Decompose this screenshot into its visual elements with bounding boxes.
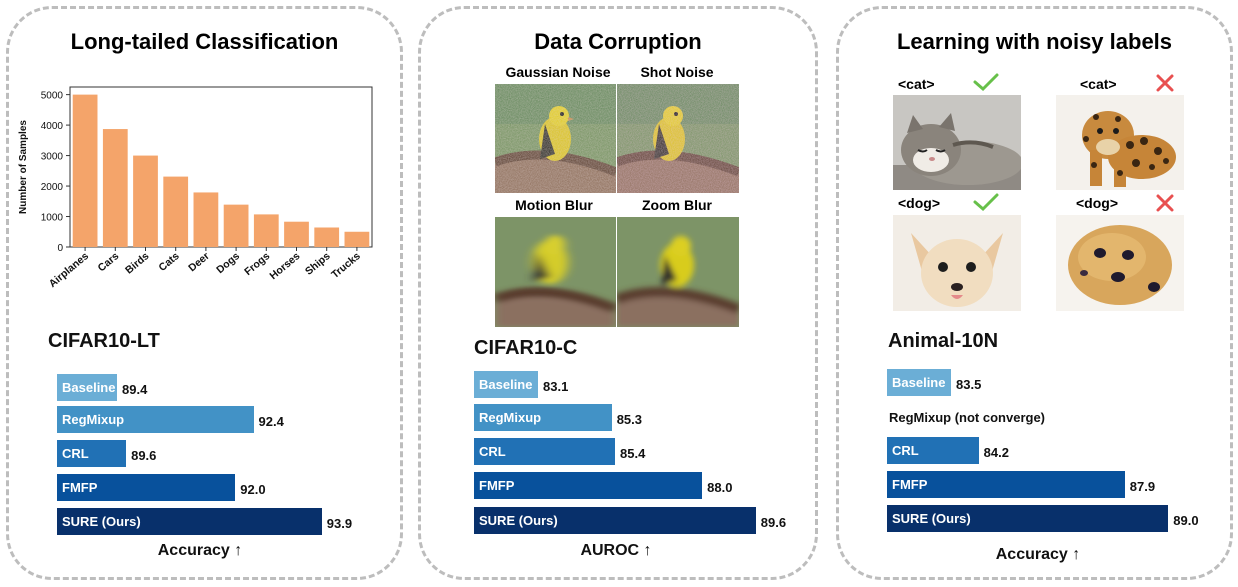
hbar-title-cifar10-lt: CIFAR10-LT xyxy=(48,330,160,352)
dog-image xyxy=(893,215,1021,311)
hbar-value-label: 88.0 xyxy=(707,480,733,495)
y-tick-label: 2000 xyxy=(41,182,64,193)
hbar-baseline: Baseline xyxy=(474,371,538,398)
bar-horses xyxy=(284,221,309,247)
x-tick-label: Birds xyxy=(123,250,151,277)
axis-caption-accuracy: Accuracy ↑ xyxy=(995,546,1081,563)
image-label-dog: <dog> xyxy=(1076,195,1119,211)
hbar-fmfp: FMFP xyxy=(887,471,1125,498)
y-tick-label: 0 xyxy=(57,243,63,254)
image-label-cat: <cat> xyxy=(1080,76,1117,92)
hbar-regmixup: RegMixup xyxy=(474,404,612,431)
x-tick-label: Airplanes xyxy=(47,250,91,290)
hbar-value-label: 89.6 xyxy=(760,515,787,530)
bar-frogs xyxy=(253,214,279,247)
regmixup-note: RegMixup (not converge) xyxy=(889,410,1046,425)
hbar-regmixup: RegMixup xyxy=(57,406,254,433)
bar-birds xyxy=(133,155,158,247)
bar-trucks xyxy=(344,231,370,247)
bird-image-shot-noise xyxy=(617,84,739,193)
panel-long-tailed: Long-tailed Classification xyxy=(6,6,403,580)
hbar-value-label: 83.5 xyxy=(956,377,982,392)
y-tick-label: 1000 xyxy=(41,213,64,224)
panel-data-corruption: Data Corruption xyxy=(418,6,818,580)
bar-cars xyxy=(102,129,128,247)
image-caption-shot-noise: Shot Noise xyxy=(640,64,714,80)
hbar-value-label: 84.2 xyxy=(983,445,1009,460)
panel-title: Data Corruption xyxy=(534,29,702,54)
bird-image-motion-blur xyxy=(495,217,616,327)
hbar-value-label: 89.6 xyxy=(131,448,157,463)
hbar-crl: CRL xyxy=(887,437,979,464)
hbar-value-label: 85.3 xyxy=(616,412,642,427)
x-tick-label: Dogs xyxy=(214,250,242,276)
x-tick-label: Ships xyxy=(303,250,333,278)
hbar-value-label: 93.9 xyxy=(326,516,353,531)
panel-title: Learning with noisy labels xyxy=(896,29,1173,54)
hbar-baseline: Baseline xyxy=(887,369,951,396)
x-tick-label: Horses xyxy=(267,250,302,282)
hbar-fmfp: FMFP xyxy=(474,472,703,499)
y-tick-label: 3000 xyxy=(41,152,64,163)
plot-frame xyxy=(69,86,373,248)
cat-image xyxy=(893,95,1021,190)
image-label-cat: <cat> xyxy=(898,76,935,92)
y-axis-label: Number of Samples xyxy=(18,120,29,214)
hbar-value-label: 87.9 xyxy=(1129,479,1156,494)
image-label-dog: <dog> xyxy=(898,195,941,211)
hbar-value-label: 92.0 xyxy=(240,482,266,497)
x-tick-label: Trucks xyxy=(329,250,363,281)
hbar-value-label: 89.4 xyxy=(122,382,148,397)
image-caption-gaussian-noise: Gaussian Noise xyxy=(505,64,611,80)
hbar-value-label: 92.4 xyxy=(258,414,284,429)
leopard-image xyxy=(1056,95,1184,190)
hbar-crl: CRL xyxy=(57,440,127,467)
hbar-value-label: 83.1 xyxy=(543,379,569,394)
panel-title: Long-tailed Classification xyxy=(70,29,339,54)
long-tailed-bar-chart: 0 1000 2000 3000 4000 5000 Number of Samples Ai… xyxy=(18,86,373,290)
hbar-baseline: Baseline xyxy=(57,374,117,401)
cross-icon xyxy=(1156,194,1174,212)
cross-icon xyxy=(1156,74,1174,92)
image-caption-zoom-blur: Zoom Blur xyxy=(642,197,712,213)
x-tick-label: Cars xyxy=(96,250,122,274)
bar-deer xyxy=(193,192,219,247)
bar-cats xyxy=(163,176,189,247)
bird-image-gaussian-noise xyxy=(495,84,616,193)
bar-ships xyxy=(314,227,340,247)
hbar-fmfp: FMFP xyxy=(57,474,236,501)
hbar-sure-ours: SURE (Ours) xyxy=(887,505,1169,532)
x-tick-label: Cats xyxy=(156,250,181,274)
hbar-value-label: 85.4 xyxy=(620,446,646,461)
hbar-value-label: 89.0 xyxy=(1173,513,1199,528)
bar-dogs xyxy=(223,204,249,247)
hbar-crl: CRL xyxy=(474,438,616,465)
y-tick-label: 4000 xyxy=(41,121,64,132)
axis-caption-accuracy: Accuracy ↑ xyxy=(157,542,243,559)
hbar-sure-ours: SURE (Ours) xyxy=(57,508,322,535)
check-icon xyxy=(973,193,999,212)
bar-airplanes xyxy=(72,94,98,247)
x-tick-label: Deer xyxy=(186,250,212,274)
bird-image-zoom-blur xyxy=(617,217,739,327)
y-tick-label: 5000 xyxy=(41,91,64,102)
panel-noisy-labels: Learning with noisy labels xyxy=(836,6,1233,580)
image-caption-motion-blur: Motion Blur xyxy=(515,197,593,213)
check-icon xyxy=(973,73,999,92)
hbar-title-animal-10n: Animal-10N xyxy=(888,330,999,352)
axis-caption-auroc: AUROC ↑ xyxy=(580,542,652,559)
muffin-image xyxy=(1056,215,1184,311)
hbar-sure-ours: SURE (Ours) xyxy=(474,507,756,534)
hbar-title-cifar10-c: CIFAR10-C xyxy=(474,337,578,359)
